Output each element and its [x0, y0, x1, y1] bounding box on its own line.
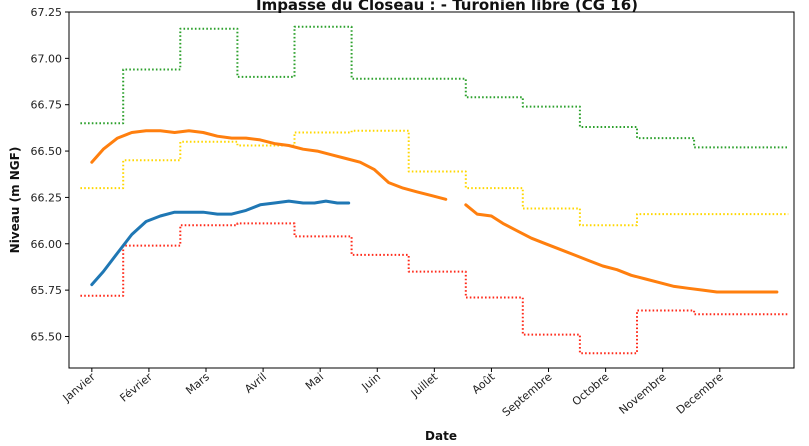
x-tick-label: Mars [183, 370, 212, 397]
x-tick-label: Février [117, 370, 155, 405]
x-tick-label: Juin [359, 370, 384, 394]
x-tick-label: Avril [242, 370, 269, 395]
series-line-2 [90, 129, 779, 294]
axes: 65.50 65.75 66.00 66.25 66.50 66.75 67.00 67.25… [31, 6, 795, 419]
y-tick-label: 66.50 [31, 145, 63, 158]
x-tick-label: Decembre [674, 370, 726, 417]
y-tick-label: 66.00 [31, 238, 63, 251]
y-tick-label: 66.25 [31, 191, 63, 204]
x-tick-label: Juillet [408, 370, 441, 401]
plot-frame [68, 11, 795, 369]
x-tick-label: Mai [303, 370, 326, 392]
x-tick-label: Septembre [500, 370, 555, 419]
y-tick-label: 67.00 [31, 52, 63, 65]
plot-area [80, 25, 789, 355]
y-tick-label: 65.75 [31, 284, 63, 297]
chart-title: Impasse du Closeau : - Turonien libre (C… [256, 0, 638, 14]
x-tick-label: Janvier [60, 370, 98, 405]
y-axis-title: Niveau (m NGF) [8, 147, 22, 254]
series-line-4 [80, 129, 789, 227]
series-line-5 [80, 222, 789, 355]
series-line-3 [80, 25, 789, 149]
series-line-1 [90, 199, 351, 287]
x-tick-label: Novembre [617, 370, 669, 417]
x-tick-label: Octobre [570, 370, 612, 408]
x-axis-title: Date [425, 429, 457, 443]
y-tick-label: 66.75 [31, 99, 63, 112]
y-tick-label: 65.50 [31, 330, 63, 343]
x-tick-label: Août [470, 370, 498, 397]
y-tick-label: 67.25 [31, 6, 63, 19]
